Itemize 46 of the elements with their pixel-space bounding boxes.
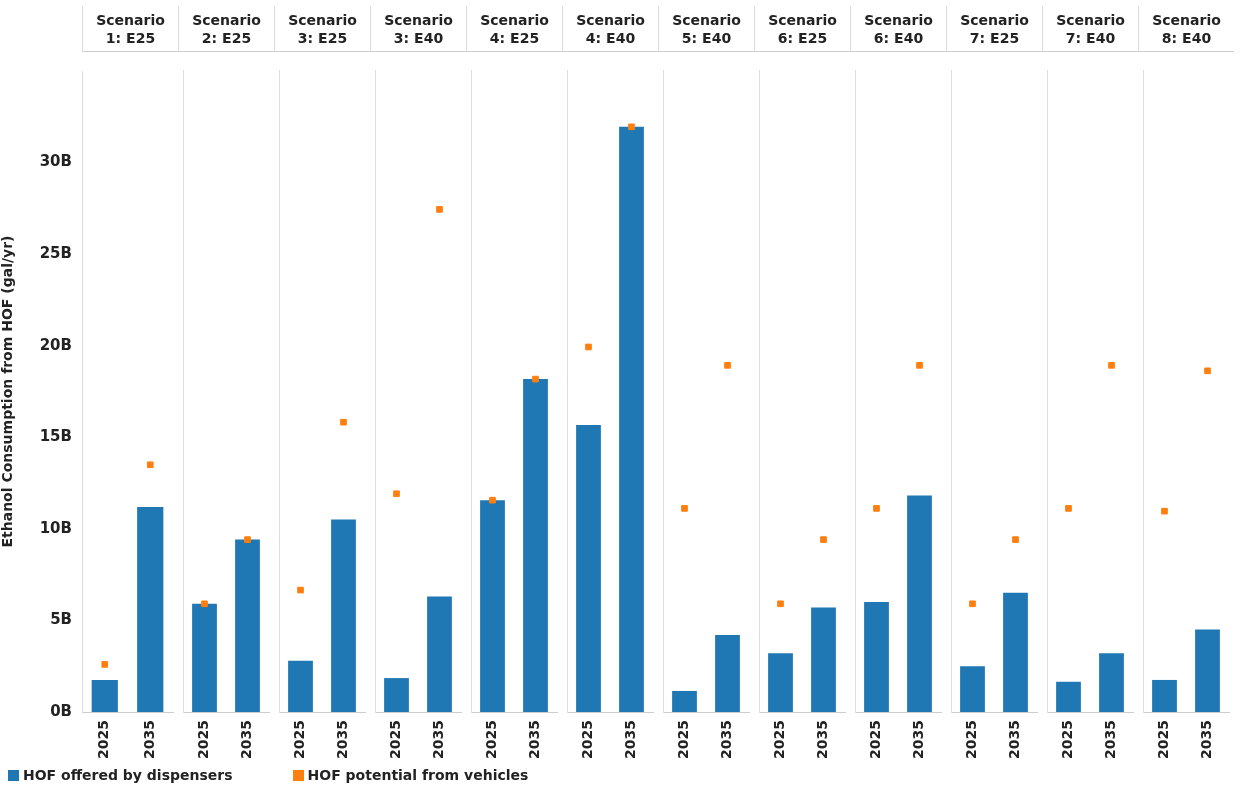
x-tick-label: 2025 [675,720,692,759]
y-tick-label: 0B [50,701,72,720]
x-tick-label: 2025 [387,720,404,759]
legend-label: HOF offered by dispensers [23,767,233,783]
y-tick-label: 30B [39,152,72,171]
chart-title: Scenario 1: E25 [82,6,178,52]
x-tick-label: 2025 [579,720,596,759]
x-tick-label: 2035 [910,720,927,759]
x-tick-label: 2035 [430,720,447,759]
x-tick-label: 2035 [1006,720,1023,759]
x-tick-label: 2035 [814,720,831,759]
x-tick-label: 2025 [867,720,884,759]
y-tick-label: 20B [39,335,72,354]
chart-title: Scenario 6: E40 [850,6,946,52]
chart-title: Scenario 4: E40 [562,6,658,52]
x-tick-label: 2025 [95,720,112,759]
y-tick-label: 10B [39,518,72,537]
chart-title: Scenario 3: E40 [370,6,466,52]
x-tick-label: 2035 [718,720,735,759]
chart-title: Scenario 7: E40 [1042,6,1138,52]
x-tick-label: 2035 [140,720,157,759]
y-axis-title: Ethanol Consumption from HOF (gal/yr) [0,235,16,548]
chart-title: Scenario 5: E40 [658,6,754,52]
chart-title: Scenario 3: E25 [274,6,370,52]
x-tick-label: 2035 [526,720,543,759]
chart-title: Scenario 4: E25 [466,6,562,52]
x-tick-label: 2025 [483,720,500,759]
y-tick-label: 15B [39,427,72,446]
chart-title: Scenario 6: E25 [754,6,850,52]
x-tick-label: 2035 [1198,720,1215,759]
x-tick-label: 2025 [1059,720,1076,759]
y-tick-label: 25B [39,244,72,263]
chart-title: Scenario 8: E40 [1138,6,1234,52]
legend-label: HOF potential from vehicles [307,767,529,783]
x-tick-label: 2025 [195,720,212,759]
x-tick-label: 2035 [238,720,255,759]
x-tick-label: 2025 [1155,720,1172,759]
chart-title: Scenario 2: E25 [178,6,274,52]
x-tick-label: 2025 [771,720,788,759]
x-tick-label: 2025 [291,720,308,759]
chart-title: Scenario 7: E25 [946,6,1042,52]
y-tick-label: 5B [50,610,72,629]
x-tick-label: 2035 [334,720,351,759]
x-tick-label: 2035 [622,720,639,759]
x-tick-label: 2025 [963,720,980,759]
x-tick-label: 2035 [1102,720,1119,759]
